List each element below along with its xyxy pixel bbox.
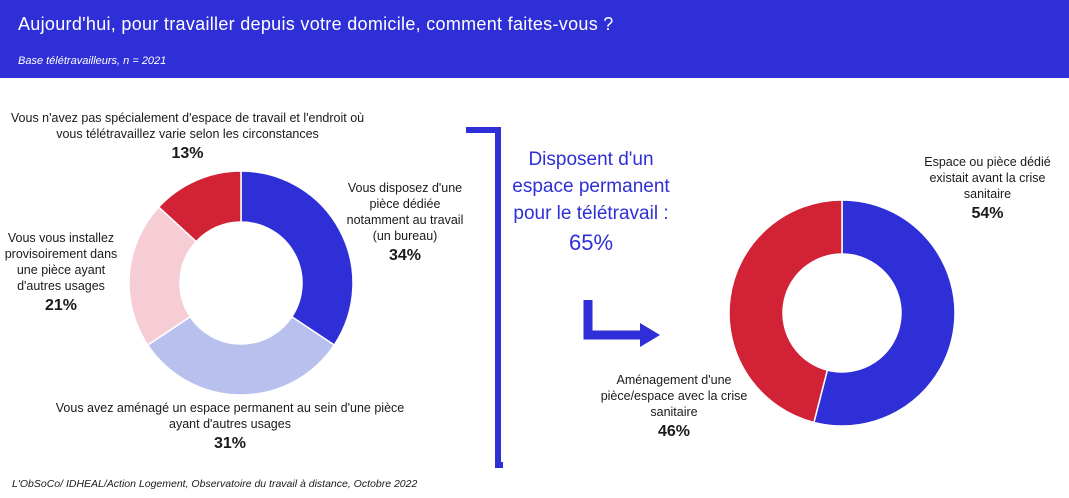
callout-permanent-space: Disposent d'un espace permanent pour le …: [503, 146, 679, 256]
slice-value: 13%: [171, 145, 204, 162]
donut-chart-space-origin: [728, 199, 956, 427]
slice-label-provisional: Vous vous installez provisoirement dans …: [2, 230, 120, 314]
slice-value: 54%: [971, 205, 1004, 222]
donut-slice-1: [146, 315, 336, 396]
slice-label-permanent-shared: Vous avez aménagé un espace permanent au…: [55, 400, 405, 452]
callout-value: 65%: [568, 230, 614, 255]
slice-label-text: Aménagement d'une pièce/espace avec la c…: [600, 373, 748, 419]
slice-label-text: Espace ou pièce dédié existait avant la …: [924, 155, 1051, 201]
callout-text: Disposent d'un espace permanent pour le …: [512, 149, 670, 224]
slice-label-dedicated-room: Vous disposez d'une pièce dédiée notamme…: [340, 180, 470, 264]
slice-value: 21%: [44, 297, 78, 314]
donut-slice-0: [240, 170, 354, 347]
source-note: L'ObSoCo/ IDHEAL/Action Logement, Observ…: [12, 478, 418, 490]
slice-label-no-space: Vous n'avez pas spécialement d'espace de…: [5, 110, 370, 162]
slice-value: 34%: [388, 247, 422, 264]
donut-slice-3: [157, 170, 242, 243]
slice-label-text: Vous avez aménagé un espace permanent au…: [55, 401, 405, 431]
slice-value: 46%: [657, 423, 691, 440]
header-banner: Aujourd'hui, pour travailler depuis votr…: [0, 0, 1069, 78]
slice-label-crisis-arranged: Aménagement d'une pièce/espace avec la c…: [585, 372, 763, 440]
chart-title: Aujourd'hui, pour travailler depuis votr…: [18, 14, 614, 34]
chart-subtitle: Base télétravailleurs, n = 2021: [18, 55, 167, 67]
slice-label-text: Vous n'avez pas spécialement d'espace de…: [10, 111, 365, 141]
donut-slice-0: [812, 199, 956, 427]
arrow-head: [640, 323, 660, 347]
slice-label-pre-existing: Espace ou pièce dédié existait avant la …: [905, 154, 1069, 222]
bracket-line: [466, 127, 503, 468]
arrow-connector: [583, 300, 640, 340]
slice-label-text: Vous vous installez provisoirement dans …: [4, 231, 118, 293]
slice-value: 31%: [213, 435, 247, 452]
donut-chart-telework-space: [128, 170, 354, 396]
slice-label-text: Vous disposez d'une pièce dédiée notamme…: [346, 181, 464, 243]
donut-slice-1: [728, 199, 843, 424]
